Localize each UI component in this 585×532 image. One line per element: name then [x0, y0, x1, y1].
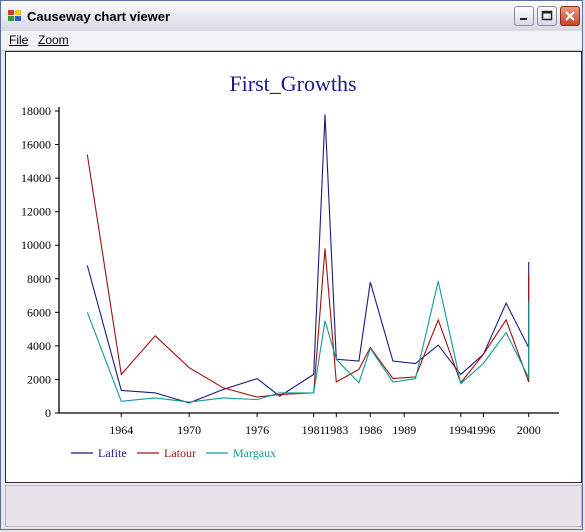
y-tick-label: 16000: [21, 138, 51, 152]
x-tick-label: 1989: [392, 423, 416, 437]
chart-panel: First_Growths 0 2000 4000 6000 8000 10000 1200…: [5, 51, 582, 483]
menu-zoom[interactable]: Zoom: [38, 33, 69, 47]
x-tick-label: 1964: [109, 423, 133, 437]
series-line-margaux: [86, 281, 530, 403]
x-tick-label: 1996: [471, 423, 495, 437]
x-tick-label: 1994: [449, 423, 473, 437]
y-tick-label: 14000: [21, 171, 51, 185]
chart-title: First_Growths: [229, 71, 356, 96]
y-tick-label: 8000: [27, 272, 51, 286]
y-tick-label: 0: [45, 406, 51, 420]
maximize-button[interactable]: [537, 6, 557, 26]
x-tick-label: 1981: [302, 423, 326, 437]
minimize-icon: [520, 18, 527, 20]
y-tick-label: 2000: [27, 372, 51, 386]
menu-file[interactable]: File: [9, 33, 28, 47]
x-tick-label: 1976: [245, 423, 269, 437]
chart-series-lines: [86, 114, 530, 404]
window-title: Causeway chart viewer: [27, 9, 171, 24]
status-strip: [5, 485, 582, 527]
y-tick-label: 10000: [21, 238, 51, 252]
x-tick-label: 1983: [324, 423, 348, 437]
menu-file-label: File: [9, 33, 29, 47]
y-tick-label: 12000: [21, 205, 51, 219]
x-tick-label: 1970: [177, 423, 201, 437]
series-line-lafite: [86, 114, 530, 404]
y-tick-label: 18000: [21, 104, 51, 118]
legend-label-lafite: Lafite: [98, 446, 127, 460]
close-button[interactable]: [560, 6, 580, 26]
menu-zoom-label: Zoom: [38, 33, 69, 47]
chart-legend: Lafite Latour Margaux: [71, 446, 276, 460]
menu-bar: File Zoom: [1, 31, 582, 51]
app-icon: [8, 10, 21, 21]
y-tick-label: 6000: [27, 305, 51, 319]
maximize-icon: [541, 10, 553, 21]
title-bar[interactable]: Causeway chart viewer: [1, 1, 582, 32]
line-chart: First_Growths 0 2000 4000 6000 8000 10000 1200…: [21, 71, 559, 460]
legend-label-margaux: Margaux: [233, 446, 276, 460]
x-tick-label: 2000: [517, 423, 541, 437]
y-tick-label: 4000: [27, 339, 51, 353]
x-tick-label: 1986: [358, 423, 382, 437]
minimize-button[interactable]: [514, 6, 534, 26]
chart-axes: 0 2000 4000 6000 8000 10000 12000 14000 16000 180…: [21, 104, 559, 437]
close-icon: [565, 11, 575, 21]
series-line-latour: [86, 154, 530, 398]
legend-label-latour: Latour: [164, 446, 196, 460]
